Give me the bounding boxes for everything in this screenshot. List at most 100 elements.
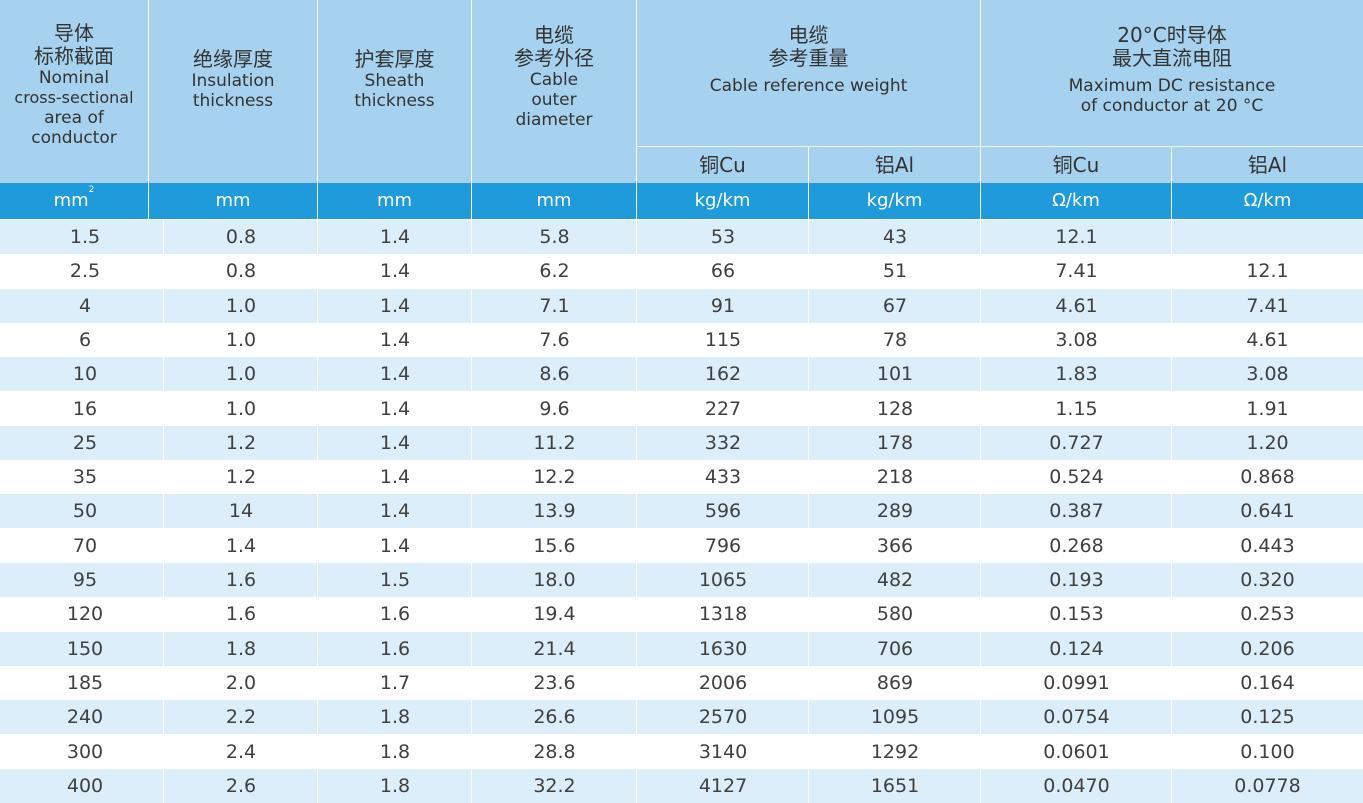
header-sheath-zh: 护套厚度 [354, 47, 435, 71]
cell-weight-al: 289 [876, 500, 914, 523]
header-col-divider [980, 0, 981, 219]
row-col-divider [471, 460, 472, 495]
row-col-divider [1171, 220, 1172, 254]
row-col-divider [1171, 597, 1172, 632]
row-col-divider [471, 700, 472, 735]
row-col-divider [471, 631, 472, 666]
row-col-divider [808, 322, 809, 357]
table-row: 300 2.4 1.8 28.8 3140 1292 0.0601 0.100 [0, 734, 1363, 769]
cell-diameter: 21.4 [533, 637, 576, 660]
cell-weight-al: 67 [882, 294, 908, 317]
header-diameter-en-3: diameter [515, 110, 593, 130]
cell-diameter: 18.0 [533, 569, 576, 591]
cell-resistance-al: 7.41 [1246, 294, 1289, 317]
row-col-divider [471, 322, 472, 357]
unit-area: mm2 [0, 183, 148, 219]
cell-weight-al: 366 [876, 534, 914, 557]
cell-weight-cu: 66 [710, 260, 736, 283]
cell-sheath: 1.4 [379, 294, 411, 317]
cell-insulation: 0.8 [225, 260, 257, 283]
row-col-divider [317, 425, 318, 460]
header-col-divider [636, 0, 637, 219]
row-col-divider [808, 665, 809, 700]
row-col-divider [636, 288, 637, 323]
cell-resistance-al [1172, 220, 1363, 254]
row-col-divider [980, 563, 981, 597]
row-col-divider [317, 768, 318, 803]
row-col-divider [163, 357, 164, 392]
cell-insulation: 1.2 [225, 466, 257, 489]
row-col-divider [808, 460, 809, 495]
row-col-divider [163, 254, 164, 289]
cell-resistance-cu: 0.524 [1049, 466, 1104, 489]
header-area-en-1: Nominal [38, 68, 110, 88]
cell-weight-cu: 115 [704, 328, 742, 351]
header-sheath-thickness: 护套厚度 Sheath thickness [318, 0, 471, 183]
cell-resistance-al: 0.253 [1240, 603, 1295, 626]
header-resistance-zh-2: 最大直流电阻 [1112, 46, 1232, 70]
cell-insulation: 1.0 [225, 328, 257, 351]
row-col-divider [471, 425, 472, 460]
header-weight-en-1: Cable reference weight [709, 76, 908, 96]
cell-area: 16 [72, 397, 98, 420]
row-col-divider [471, 220, 472, 254]
header-resistance-cu: 铜Cu [981, 147, 1171, 183]
row-col-divider [808, 528, 809, 563]
cell-insulation: 2.0 [225, 671, 257, 694]
row-col-divider [163, 288, 164, 323]
cell-weight-al: 218 [876, 466, 914, 489]
row-col-divider [1171, 631, 1172, 666]
cell-insulation: 1.0 [225, 294, 257, 317]
header-area-of-conductor: 导体 标称截面 Nominal cross-sectional area of … [0, 0, 148, 183]
cell-resistance-cu: 0.387 [1049, 500, 1104, 523]
row-col-divider [163, 631, 164, 666]
cell-weight-cu: 53 [710, 226, 736, 248]
header-insulation-thickness: 绝缘厚度 Insulation thickness [149, 0, 317, 183]
cell-diameter: 32.2 [533, 774, 576, 797]
cell-area: 2.5 [69, 260, 101, 283]
row-col-divider [636, 528, 637, 563]
cell-resistance-al: 1.91 [1246, 397, 1289, 420]
cell-insulation: 0.8 [225, 226, 257, 248]
row-col-divider [471, 528, 472, 563]
row-col-divider [808, 425, 809, 460]
row-col-divider [980, 528, 981, 563]
cell-diameter: 7.1 [539, 294, 570, 317]
cell-insulation: 1.2 [225, 431, 257, 454]
cell-resistance-cu: 1.15 [1055, 397, 1098, 420]
row-col-divider [808, 254, 809, 289]
cell-weight-al: 78 [882, 328, 908, 351]
row-col-divider [980, 768, 981, 803]
cell-insulation: 1.4 [225, 534, 257, 557]
cell-area: 10 [72, 363, 98, 386]
cell-resistance-cu: 0.0470 [1043, 774, 1110, 797]
cell-area: 120 [66, 603, 104, 626]
cell-diameter: 5.8 [539, 226, 570, 248]
row-col-divider [163, 665, 164, 700]
table-row: 16 1.0 1.4 9.6 227 128 1.15 1.91 [0, 391, 1363, 426]
cell-resistance-cu: 0.153 [1049, 603, 1104, 626]
cell-weight-al: 580 [876, 603, 914, 626]
table-row: 4 1.0 1.4 7.1 91 67 4.61 7.41 [0, 288, 1363, 323]
cell-sheath: 1.5 [379, 569, 411, 591]
header-col-divider [808, 147, 809, 219]
cell-insulation: 1.8 [225, 637, 257, 660]
row-col-divider [636, 357, 637, 392]
table-row: 70 1.4 1.4 15.6 796 366 0.268 0.443 [0, 528, 1363, 563]
header-diameter-en-1: Cable [529, 70, 579, 90]
row-col-divider [163, 563, 164, 597]
cell-area: 400 [66, 774, 104, 797]
row-col-divider [636, 391, 637, 426]
header-diameter-zh-1: 电缆 [534, 23, 574, 47]
table-row: 400 2.6 1.8 32.2 4127 1651 0.0470 0.0778 [0, 768, 1363, 803]
row-col-divider [808, 734, 809, 769]
row-col-divider [636, 597, 637, 632]
row-col-divider [808, 220, 809, 254]
row-col-divider [808, 768, 809, 803]
header-resistance-zh-1: 20°C时导体 [1117, 23, 1227, 47]
row-col-divider [1171, 460, 1172, 495]
cell-resistance-al: 0.0778 [1234, 774, 1301, 797]
cell-diameter: 15.6 [533, 534, 576, 557]
row-col-divider [808, 357, 809, 392]
